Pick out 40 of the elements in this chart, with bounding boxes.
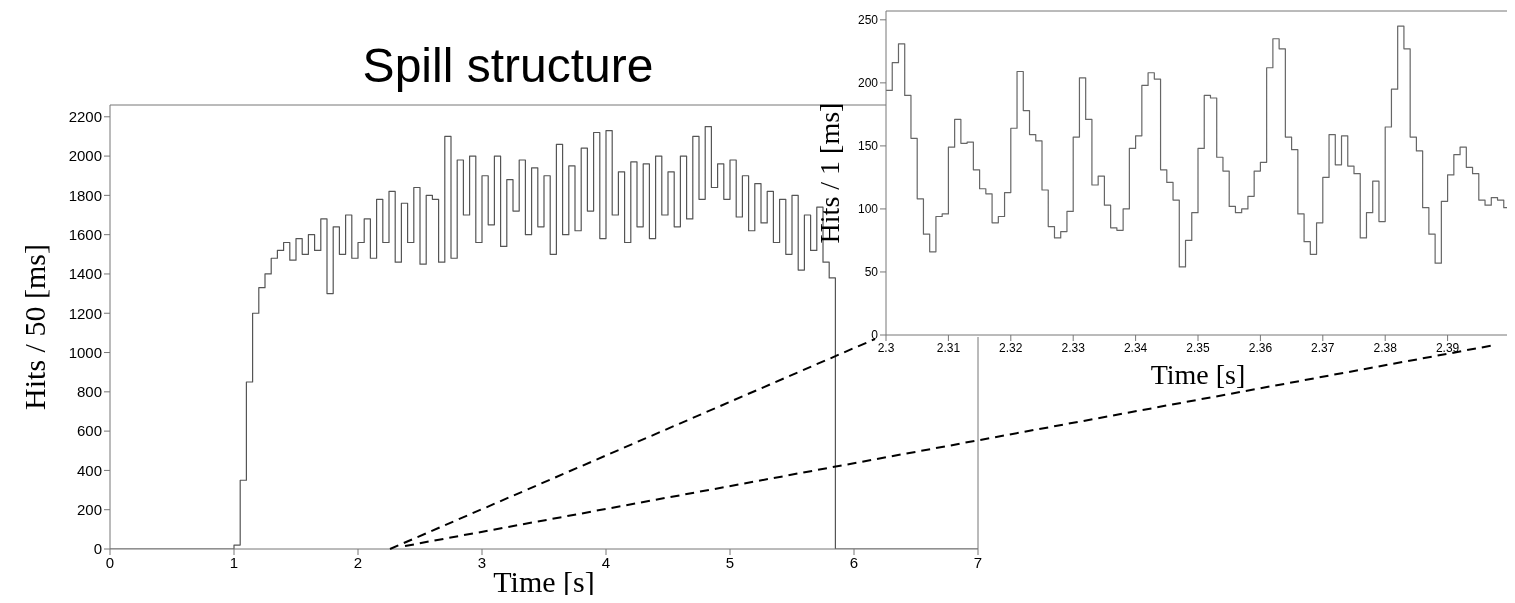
x-tick-label: 2 [353, 553, 363, 571]
y-axis-title: Hits / 1 [ms] [813, 102, 845, 244]
x-tick-label: 7 [973, 553, 983, 571]
x-tick-label: 2.37 [1311, 340, 1335, 355]
x-tick-label: 2.38 [1373, 340, 1398, 355]
x-tick-label: 5 [725, 553, 735, 571]
x-tick-label: 2.33 [1061, 340, 1086, 355]
y-tick-label: 0 [871, 328, 879, 343]
y-tick-label: 1200 [68, 304, 102, 322]
x-tick-label: 2.34 [1123, 340, 1148, 355]
x-tick-label: 2.3 [877, 340, 895, 355]
y-tick-label: 1400 [68, 265, 102, 283]
y-tick-label: 200 [76, 501, 102, 519]
x-tick-label: 2.36 [1248, 340, 1273, 355]
y-tick-label: 250 [857, 13, 879, 28]
x-tick-label: 2.35 [1186, 340, 1210, 355]
y-tick-label: 150 [857, 139, 879, 154]
y-tick-label: 1800 [68, 186, 102, 204]
y-tick-label: 2000 [68, 147, 102, 165]
chart-title: Spill structure [362, 39, 654, 92]
x-tick-label: 4 [601, 553, 611, 571]
y-tick-label: 600 [76, 422, 102, 440]
x-tick-label: 2.39 [1435, 340, 1460, 355]
y-tick-label: 2200 [68, 108, 102, 126]
y-tick-label: 1000 [68, 343, 102, 361]
x-tick-label: 3 [477, 553, 487, 571]
y-tick-label: 800 [76, 383, 102, 401]
y-tick-label: 1600 [68, 225, 102, 243]
y-tick-label: 100 [857, 202, 879, 217]
y-tick-label: 0 [93, 540, 102, 558]
y-tick-label: 50 [864, 265, 879, 280]
x-axis-title: Time [s] [1150, 359, 1246, 390]
x-tick-label: 6 [849, 553, 859, 571]
x-tick-label: 1 [229, 553, 239, 571]
y-axis-title: Hits / 50 [ms] [17, 244, 51, 410]
x-tick-label: 2.31 [936, 340, 961, 355]
y-tick-label: 400 [76, 461, 102, 479]
y-tick-label: 200 [857, 76, 879, 91]
x-tick-label: 0 [105, 553, 115, 571]
x-tick-label: 2.32 [999, 340, 1023, 355]
